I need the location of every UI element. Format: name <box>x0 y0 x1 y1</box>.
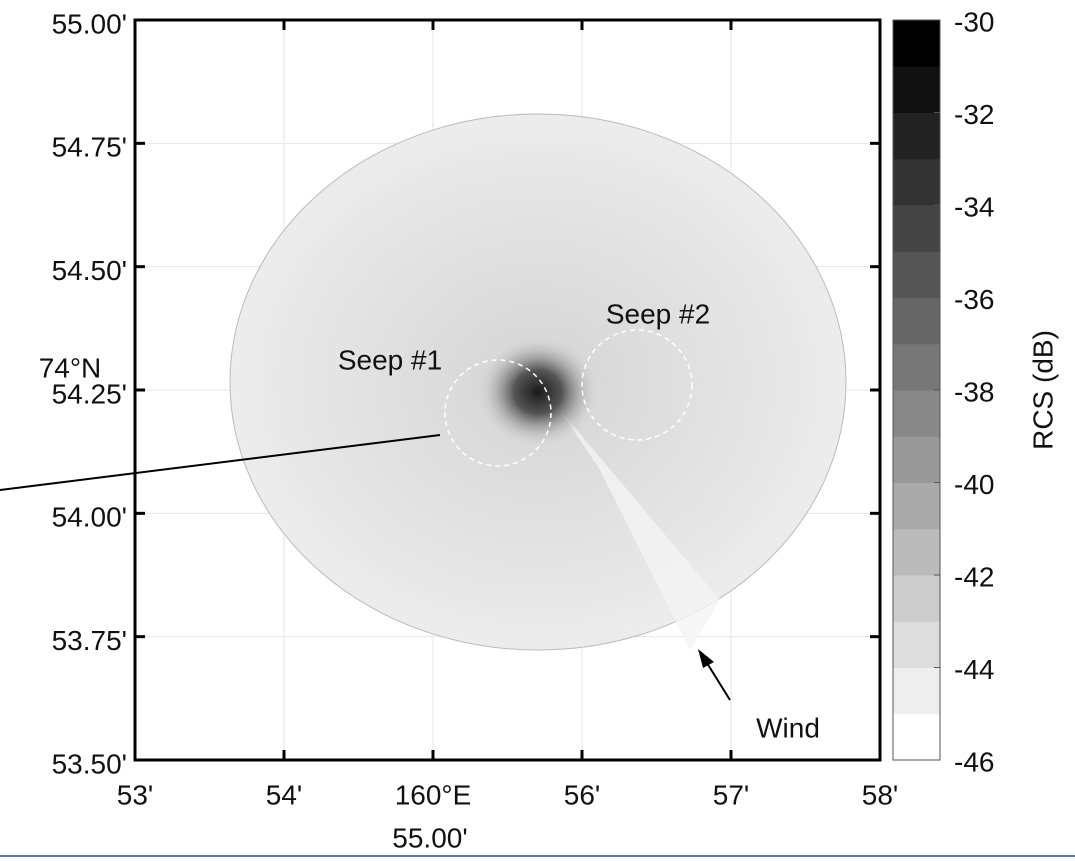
colorbar-band <box>893 528 940 576</box>
y-tick-label: 53.75' <box>52 625 127 656</box>
y-tick-label: 53.50' <box>52 748 127 779</box>
bright-streak <box>560 410 720 650</box>
x-axis-label: 55.00' <box>392 822 467 853</box>
seep-circle <box>444 359 552 467</box>
x-tick-label: 53' <box>117 779 154 810</box>
colorbar-band <box>893 66 940 113</box>
colorbar-band <box>893 158 940 206</box>
colorbar <box>892 19 941 761</box>
colorbar-tick-label: -32 <box>954 99 994 130</box>
x-tick-label: 54' <box>266 779 303 810</box>
y-tick-label: 54.00' <box>52 502 127 533</box>
dark-core <box>478 337 598 447</box>
colorbar-band <box>893 667 940 715</box>
colorbar-tick-label: -36 <box>954 284 994 315</box>
colorbar-band <box>893 20 940 67</box>
seep-circle <box>581 329 693 441</box>
colorbar-tick-label: -38 <box>954 376 994 407</box>
colorbar-band <box>893 621 940 668</box>
colorbar-tick-label: -44 <box>954 654 994 685</box>
colorbar-tick-label: -40 <box>954 469 994 500</box>
wind-arrow-head <box>698 649 714 668</box>
colorbar-tick-label: -30 <box>954 6 994 37</box>
colorbar-band <box>893 297 940 345</box>
annotation: Seep #2 <box>606 298 710 329</box>
colorbar-band <box>893 713 940 761</box>
x-tick-label: 56' <box>564 779 601 810</box>
colorbar-band <box>893 343 940 391</box>
colorbar-band <box>893 390 940 437</box>
colorbar-band <box>893 436 940 483</box>
page-edge <box>0 855 1075 857</box>
y-tick-label: 54.50' <box>52 255 127 286</box>
y-tick-label: 55.00' <box>52 8 127 39</box>
colorbar-tick-label: -46 <box>954 746 994 777</box>
annotation: Wind <box>756 712 820 743</box>
leader-line <box>0 434 441 491</box>
colorbar-band <box>893 205 940 252</box>
colorbar-band <box>893 112 940 160</box>
x-tick-label: 160°E <box>395 779 472 810</box>
x-tick-label: 57' <box>713 779 750 810</box>
colorbar-tick-label: -34 <box>954 191 994 222</box>
y-tick-label: 54.75' <box>52 132 127 163</box>
colorbar-band <box>893 482 940 530</box>
y-tick-label: 54.25' <box>52 378 127 409</box>
colorbar-band <box>893 251 940 298</box>
y-axis-label: 74°N <box>39 352 102 383</box>
colorbar-label: RCS (dB) <box>1027 330 1058 450</box>
annotation: Seep #1 <box>338 344 442 375</box>
colorbar-band <box>893 575 940 622</box>
colorbar-tick-label: -42 <box>954 561 994 592</box>
x-tick-label: 58' <box>862 779 899 810</box>
